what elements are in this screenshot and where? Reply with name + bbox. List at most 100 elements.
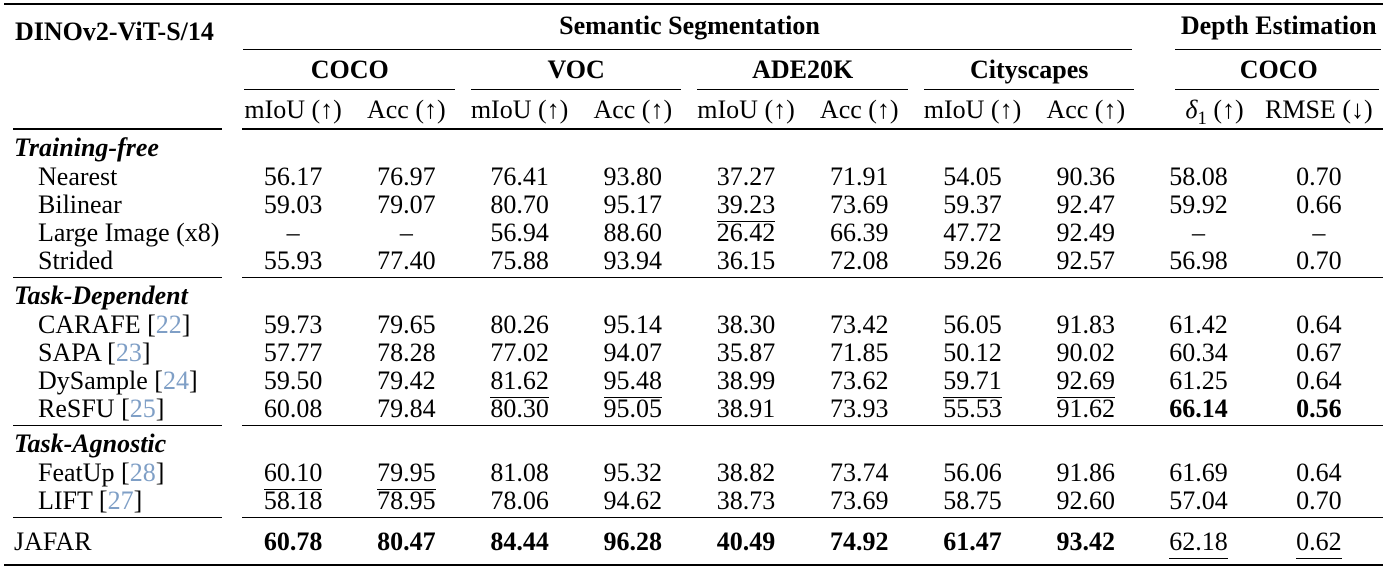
table-row: Nearest 56.17 76.97 76.41 93.80 37.27 71.91 54.… — [4, 163, 1383, 191]
metric-value: 38.30 — [716, 310, 776, 339]
value-cell: 81.62 — [463, 366, 576, 398]
metric-value: 78.95 — [377, 486, 436, 515]
citation-bracket: ] — [155, 458, 165, 487]
metric-value: 58.75 — [943, 486, 1002, 515]
section-divider-row — [4, 423, 1383, 428]
value-cell: 78.06 — [463, 487, 576, 515]
rule-divider — [242, 424, 1383, 427]
metric-value: 39.23 — [716, 190, 776, 222]
metric-header: mIoU (↑) — [470, 94, 569, 124]
citation-ref: 27 — [107, 486, 134, 515]
value-cell: 94.62 — [576, 487, 689, 515]
metric-value: 79.65 — [377, 310, 436, 339]
metric-value: 38.82 — [716, 458, 776, 487]
value-cell: 92.47 — [1029, 191, 1142, 219]
value-cell: 78.28 — [350, 339, 463, 367]
rule-divider — [243, 48, 1133, 51]
metric-value: 91.86 — [1056, 458, 1116, 487]
table-row: DySample [24] 59.50 79.42 81.62 95.48 38.99 73… — [4, 366, 1383, 398]
method-cell: Nearest — [4, 163, 236, 191]
rule-cell — [236, 423, 1383, 428]
value-cell: 59.71 — [916, 366, 1029, 398]
value-cell: 59.73 — [236, 311, 349, 339]
section-title-row: Task-Dependent — [4, 280, 1383, 311]
metric-value: 79.84 — [377, 394, 436, 423]
value-cell: 73.93 — [803, 394, 916, 426]
metric-value: 94.62 — [603, 486, 663, 515]
metric-value: 92.49 — [1056, 218, 1116, 247]
metric-value: 73.69 — [830, 190, 889, 219]
metric-value: 59.71 — [943, 366, 1002, 398]
table-row — [4, 126, 1383, 132]
metric-value: 0.62 — [1296, 527, 1342, 559]
metric-value: 95.17 — [603, 190, 663, 219]
metric-value: 60.10 — [263, 458, 323, 490]
metric-value: 60.78 — [263, 527, 323, 556]
value-cell: 38.99 — [689, 367, 802, 395]
metric-value: 60.08 — [263, 394, 323, 423]
citation-bracket: [ — [92, 486, 108, 515]
method-cell: CARAFE [22] — [4, 311, 236, 339]
value-cell: 95.17 — [576, 191, 689, 219]
value-cell: 66.14 — [1142, 395, 1254, 423]
metric-value: 81.08 — [490, 458, 549, 487]
table-row: Bilinear 59.03 79.07 80.70 95.17 39.23 73.69 59… — [4, 190, 1383, 222]
value-cell: 75.88 — [463, 247, 576, 275]
metric-value: 47.72 — [943, 218, 1002, 247]
dataset-header-ade20k: ADE20K — [752, 54, 854, 84]
metric-value: 35.87 — [716, 338, 776, 367]
metric-value: 95.05 — [603, 394, 663, 423]
value-cell: 40.49 — [689, 520, 802, 564]
metric-value: 38.73 — [716, 486, 776, 515]
metric-value: 59.26 — [943, 246, 1002, 275]
metric-header: mIoU (↑) — [923, 94, 1022, 124]
section-title-row: Task-Agnostic — [4, 428, 1383, 459]
metric-value: 79.95 — [377, 458, 436, 490]
value-cell: 73.42 — [803, 311, 916, 339]
metric-value: 73.93 — [830, 394, 889, 426]
value-cell: 59.37 — [916, 191, 1029, 219]
metric-value: 59.37 — [943, 190, 1002, 219]
value-cell: 0.64 — [1255, 367, 1383, 395]
metric-value: 38.91 — [716, 394, 776, 423]
metric-value: 59.03 — [263, 190, 323, 219]
table-row: Large Image (x8) – – 56.94 88.60 26.42 66.39 47… — [4, 219, 1383, 247]
final-method-row: JAFAR 60.78 80.47 84.44 96.28 40.49 74.92 61.47… — [4, 520, 1383, 564]
metric-value: 59.50 — [263, 366, 323, 395]
table-row: ReSFU [25] 60.08 79.84 80.30 95.05 38.91 73.93… — [4, 394, 1383, 426]
dataset-header-coco: COCO — [310, 54, 389, 84]
value-cell: 93.94 — [576, 247, 689, 275]
dataset-header-coco-depth: COCO — [1239, 54, 1318, 84]
metric-value: 95.32 — [603, 458, 663, 487]
value-cell: 38.73 — [689, 487, 802, 515]
method-name: CARAFE — [38, 310, 141, 339]
metric-value: 56.94 — [490, 218, 549, 247]
dataset-header-voc: VOC — [547, 54, 605, 84]
value-cell: 92.60 — [1029, 487, 1142, 515]
table-row: DINOv2-ViT-S/14 Semantic Segmentation De… — [4, 5, 1383, 46]
method-name: Nearest — [38, 162, 118, 191]
metric-value: 78.06 — [490, 486, 549, 515]
metric-value: 60.34 — [1169, 338, 1228, 367]
value-cell: 0.64 — [1255, 311, 1383, 339]
metric-symbol: δ — [1185, 94, 1198, 124]
metric-value: 62.18 — [1169, 527, 1228, 559]
value-cell: 93.80 — [576, 163, 689, 191]
table-row: Strided 55.93 77.40 75.88 93.94 36.15 72.08 59.… — [4, 247, 1383, 275]
metric-value: 56.98 — [1169, 246, 1228, 275]
method-name: DySample — [38, 366, 148, 395]
table-row: CARAFE [22] 59.73 79.65 80.26 95.14 38.30 73.4… — [4, 311, 1383, 339]
value-cell: 58.08 — [1142, 163, 1254, 191]
value-cell: – — [1255, 219, 1383, 247]
method-name: ReSFU — [38, 394, 115, 423]
table-row — [4, 46, 1383, 53]
value-cell: 55.93 — [236, 247, 349, 275]
metric-value: 93.80 — [603, 162, 663, 191]
rule-divider — [697, 88, 908, 91]
value-cell: 80.47 — [350, 520, 463, 564]
metric-value: 59.73 — [263, 310, 323, 339]
value-cell: 81.08 — [463, 459, 576, 487]
value-cell: 73.69 — [803, 191, 916, 219]
value-cell: 90.36 — [1029, 163, 1142, 191]
table-row — [4, 86, 1383, 93]
